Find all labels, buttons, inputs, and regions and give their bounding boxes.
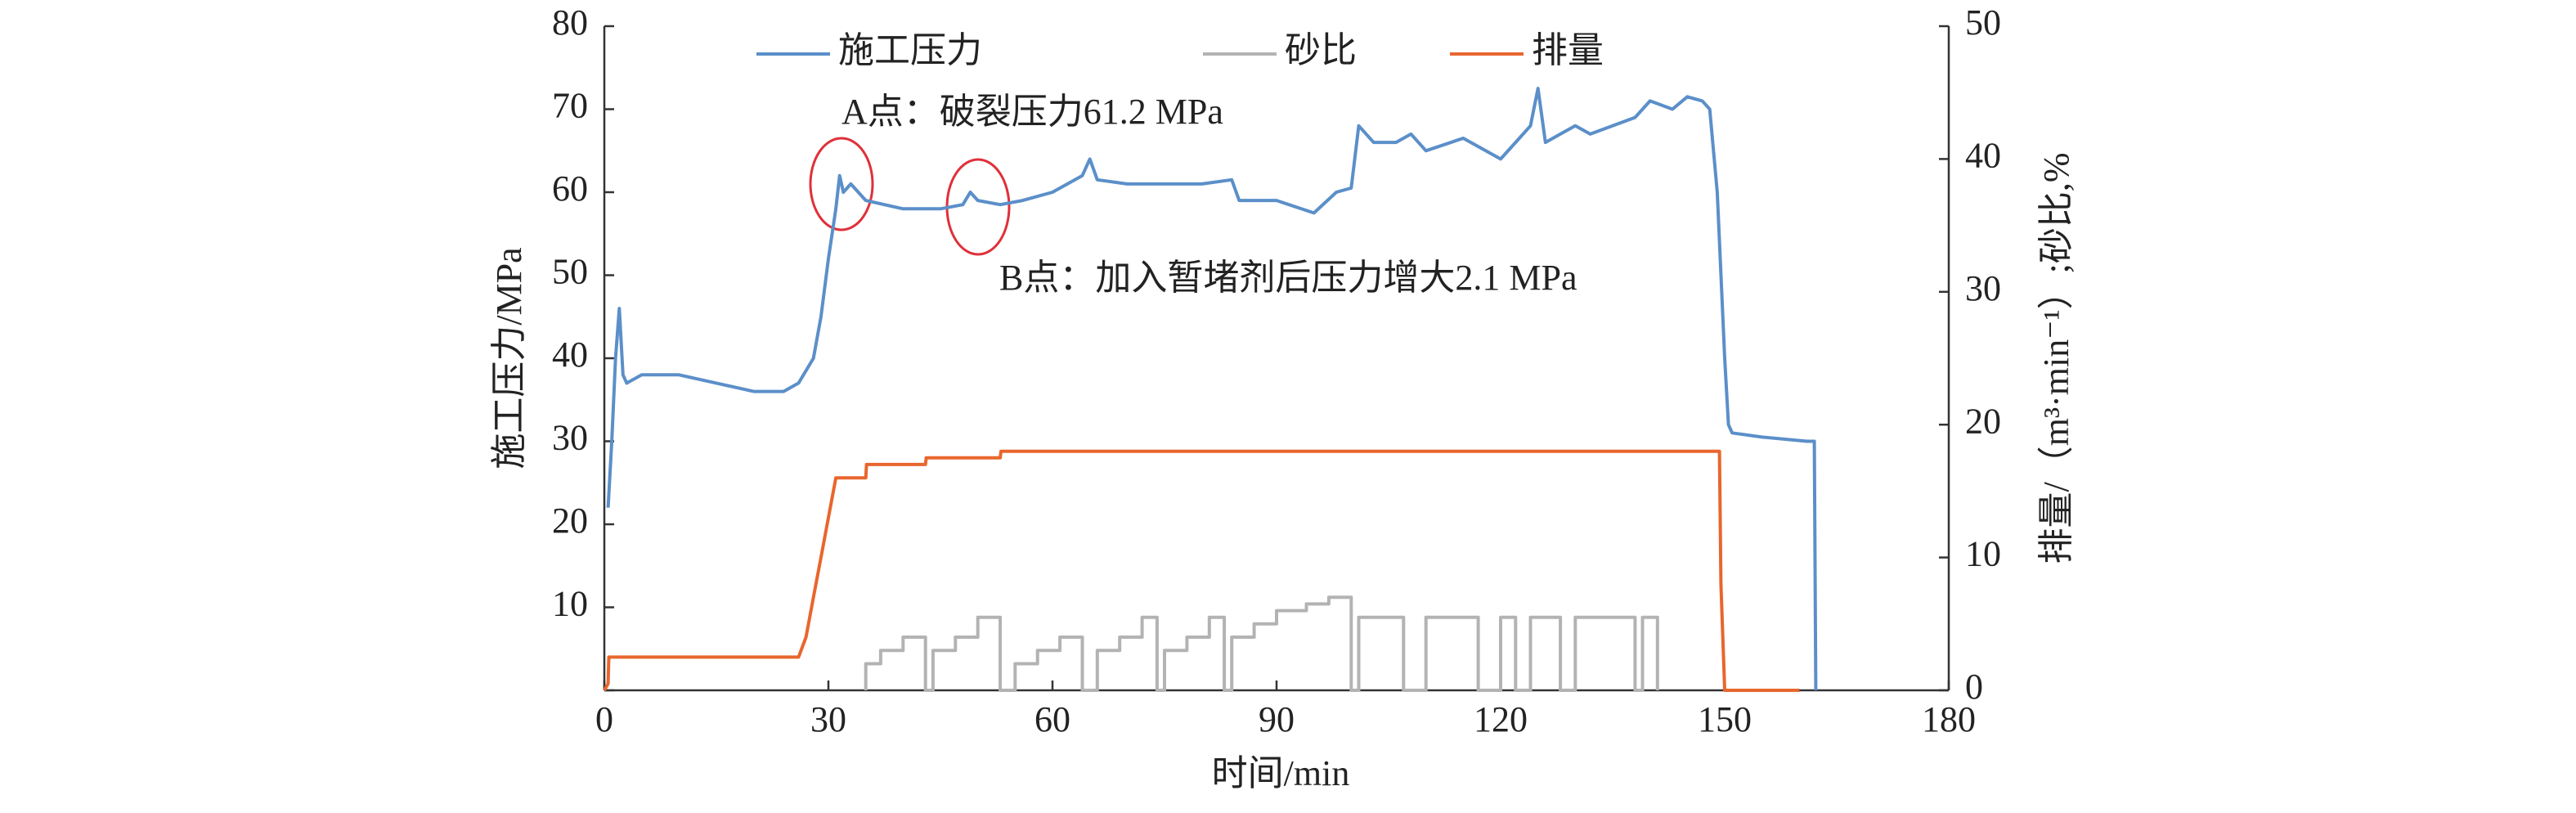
x-tick-label: 150	[1698, 699, 1752, 739]
legend-label: 排量	[1532, 30, 1604, 70]
series-line	[603, 449, 1800, 692]
y-tick-label: 20	[552, 501, 588, 541]
y-tick-label: 30	[552, 418, 588, 458]
y2-tick-label: 50	[1965, 2, 2001, 43]
y2-tick-label: 30	[1965, 268, 2001, 308]
y2-tick-label: 40	[1965, 135, 2001, 175]
x-tick-label: 120	[1474, 699, 1528, 739]
y2-tick-label: 0	[1965, 667, 1983, 707]
x-tick-label: 30	[810, 699, 846, 739]
series-line	[864, 595, 1659, 692]
x-tick-label: 0	[595, 699, 613, 739]
x-tick-label: 180	[1922, 699, 1976, 739]
y-axis-label: 施工压力/MPa	[489, 247, 529, 469]
x-axis-label: 时间/min	[1212, 753, 1350, 793]
y-tick-label: 10	[552, 584, 588, 624]
x-tick-label: 60	[1034, 699, 1070, 739]
y-tick-label: 40	[552, 335, 588, 375]
y-tick-label: 50	[552, 252, 588, 292]
annotation: A点：破裂压力61.2 MPa	[841, 92, 1223, 132]
y-tick-label: 60	[552, 168, 588, 209]
legend-label: 砂比	[1285, 30, 1357, 70]
y2-axis-label: 排量/（m³·min⁻¹）;砂比,%	[2036, 152, 2076, 564]
y2-tick-label: 20	[1965, 401, 2001, 441]
y2-tick-label: 10	[1965, 534, 2001, 574]
y-tick-label: 70	[552, 86, 588, 126]
annotation: B点：加入暂堵剂后压力增大2.1 MPa	[999, 258, 1577, 298]
y-tick-label: 80	[552, 2, 588, 43]
x-tick-label: 90	[1259, 699, 1295, 739]
highlight-circle	[809, 137, 874, 231]
series-line	[606, 87, 1818, 691]
legend-label: 施工压力	[838, 30, 982, 70]
